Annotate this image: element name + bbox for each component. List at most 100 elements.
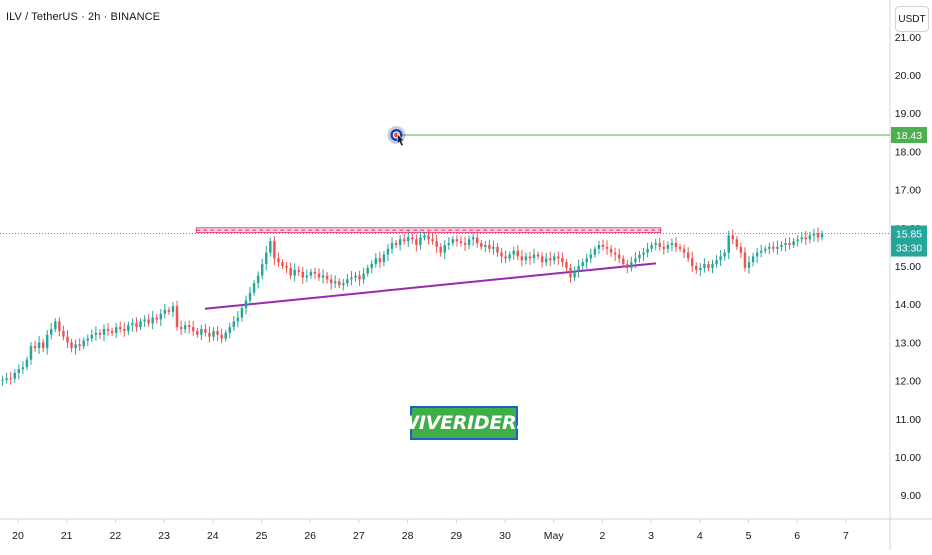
- candle: [816, 227, 820, 243]
- candle: [812, 228, 816, 242]
- candle: [171, 301, 175, 318]
- candle: [686, 247, 690, 262]
- candle: [792, 238, 795, 249]
- candle: [252, 280, 256, 296]
- candle-body: [654, 243, 657, 245]
- candle: [435, 234, 438, 253]
- candle: [50, 323, 53, 340]
- candle: [244, 295, 248, 315]
- candle: [265, 246, 268, 271]
- candle-body: [646, 248, 649, 253]
- time-tick-label: 21: [61, 530, 73, 542]
- candle-body: [451, 239, 455, 244]
- time-tick-label: 23: [158, 530, 170, 542]
- candle-body: [240, 308, 244, 318]
- candle: [549, 251, 552, 267]
- time-tick-label: 2: [599, 530, 605, 542]
- candle-body: [731, 235, 735, 240]
- candle: [670, 238, 674, 252]
- candle: [346, 274, 349, 287]
- candle-body: [447, 243, 451, 245]
- candle-body: [711, 264, 714, 268]
- candle-body: [532, 254, 536, 259]
- candle-body: [427, 235, 430, 240]
- candle: [540, 252, 544, 268]
- candle-body: [370, 264, 373, 268]
- candle: [524, 252, 528, 265]
- candle: [658, 237, 661, 251]
- candle: [642, 247, 645, 262]
- candle: [776, 240, 779, 255]
- candle: [508, 251, 511, 262]
- candle-body: [459, 241, 463, 244]
- current-price-label-bg: [891, 225, 927, 257]
- candle: [601, 239, 605, 251]
- candle: [313, 267, 317, 279]
- candle-body: [411, 237, 414, 240]
- candle-body: [86, 338, 89, 341]
- price-tick-label: 10.00: [895, 452, 921, 464]
- candle: [301, 266, 304, 284]
- candle-body: [638, 254, 641, 259]
- time-tick-label: 20: [12, 530, 24, 542]
- price-tick-label: 14.00: [895, 299, 921, 311]
- candle-body: [816, 233, 820, 238]
- symbol-title[interactable]: ILV / TetherUS · 2h · BINANCE: [6, 11, 161, 23]
- candle: [593, 245, 597, 258]
- candle: [528, 251, 532, 265]
- candle: [455, 235, 459, 247]
- candle-body: [167, 309, 171, 312]
- target-price-label: 18.43: [896, 130, 922, 142]
- time-tick-label: 27: [353, 530, 365, 542]
- candle-body: [678, 246, 682, 249]
- candle-body: [374, 258, 378, 265]
- overlay-layer: 18.43 15.85 33:30: [387, 125, 927, 257]
- candle: [240, 304, 244, 322]
- candle: [796, 235, 799, 247]
- candle: [609, 245, 613, 257]
- candle-body: [301, 271, 304, 278]
- candle-body: [723, 252, 726, 257]
- candle-body: [601, 244, 605, 247]
- candle-body: [102, 329, 106, 335]
- candle: [114, 322, 118, 339]
- candle-body: [58, 321, 61, 331]
- candle-body: [402, 239, 406, 242]
- currency-button[interactable]: USDT: [895, 6, 929, 32]
- candle-body: [147, 319, 150, 324]
- candle: [707, 261, 710, 271]
- candle: [212, 327, 215, 341]
- candle-body: [759, 250, 763, 253]
- candle: [309, 268, 313, 279]
- candle-body: [382, 254, 386, 263]
- candle-body: [244, 300, 248, 309]
- candle-layer: [1, 227, 824, 386]
- candle: [398, 235, 402, 251]
- candle-body: [321, 275, 325, 278]
- candle: [569, 263, 572, 283]
- candle: [646, 242, 649, 258]
- candle: [780, 241, 783, 252]
- candle: [719, 249, 722, 267]
- candle-body: [423, 235, 426, 238]
- candle: [804, 230, 808, 246]
- candle-body: [317, 273, 321, 278]
- candle: [731, 229, 735, 245]
- candle: [362, 267, 365, 285]
- candle-body: [475, 237, 479, 244]
- candle-body: [139, 321, 142, 328]
- candle-body: [670, 243, 674, 245]
- target-price-label-bg: [891, 126, 927, 143]
- candle: [70, 338, 73, 353]
- candle: [54, 318, 57, 333]
- candle-body: [29, 346, 33, 360]
- candle-body: [354, 275, 357, 278]
- candle-body: [325, 275, 329, 280]
- candle-body: [528, 256, 532, 259]
- candle-body: [17, 369, 21, 373]
- candle-body: [252, 283, 256, 293]
- candle: [338, 278, 341, 289]
